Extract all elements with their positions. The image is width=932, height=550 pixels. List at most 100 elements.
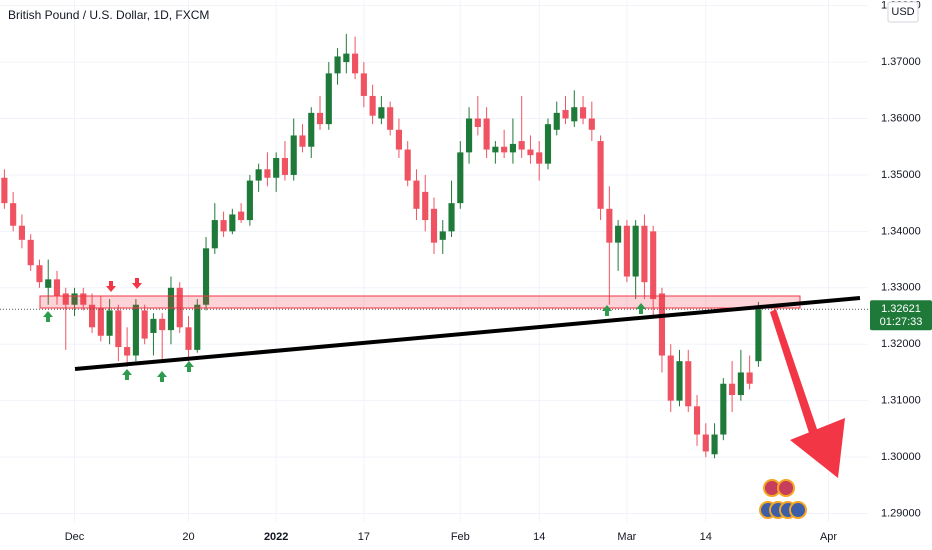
- candle-body: [579, 107, 587, 119]
- candle-body: [483, 118, 490, 150]
- candle-body: [378, 107, 385, 119]
- candle-body: [474, 118, 481, 127]
- candle-body: [220, 220, 227, 232]
- candle-body: [325, 73, 332, 125]
- candle-body: [229, 214, 236, 232]
- x-tick-label: Feb: [451, 531, 470, 543]
- candle-body: [466, 118, 473, 153]
- candle-body: [720, 383, 727, 435]
- candle-body: [711, 434, 718, 455]
- candle-body: [395, 129, 402, 150]
- candle-body: [273, 158, 280, 178]
- candle-body: [316, 112, 324, 125]
- candle-body: [45, 279, 52, 288]
- x-tick-label: 2022: [264, 531, 288, 543]
- candle-body: [439, 231, 446, 240]
- candle-body: [71, 293, 78, 305]
- candle-body: [729, 383, 736, 396]
- candle-body: [615, 225, 622, 243]
- candle-body: [80, 293, 87, 305]
- y-tick-label: 1.34000: [881, 225, 921, 237]
- up-markers: [43, 303, 646, 382]
- event-icons: [759, 479, 807, 519]
- candle-body: [10, 203, 17, 226]
- arrow-shaft: [770, 309, 818, 436]
- candle-body: [360, 73, 367, 96]
- candle-body: [492, 146, 499, 153]
- y-tick-label: 1.33000: [881, 282, 921, 294]
- trend-line: [74, 296, 861, 371]
- candle-body: [36, 265, 43, 283]
- candle-body: [571, 107, 578, 122]
- candle-body: [369, 95, 376, 116]
- candle-body: [404, 149, 411, 181]
- candle-body: [553, 112, 560, 130]
- candle-body: [641, 225, 648, 283]
- candle-body: [115, 310, 122, 348]
- x-tick-label: Apr: [820, 531, 837, 543]
- x-tick-label: 20: [182, 531, 194, 543]
- x-tick-label: 14: [533, 531, 545, 543]
- candle-body: [246, 180, 253, 221]
- resistance-zone: [39, 295, 801, 309]
- y-tick-label: 1.31000: [881, 395, 921, 407]
- candle-body: [413, 180, 420, 209]
- candle-body: [238, 211, 245, 221]
- y-tick-label: 1.37000: [881, 56, 921, 68]
- candle-body: [676, 361, 683, 401]
- flag-icon: [777, 479, 795, 497]
- x-tick-label: 14: [700, 531, 712, 543]
- currency-box: [887, 1, 919, 23]
- currency-label: USD: [891, 6, 914, 18]
- y-tick-label: 1.32000: [881, 338, 921, 350]
- current-price-label: 1.32621: [881, 303, 921, 315]
- down-arrow: [132, 278, 142, 289]
- candle-body: [527, 149, 534, 156]
- current-price-box: [870, 300, 932, 331]
- y-tick-label: 1.35000: [881, 169, 921, 181]
- candle-body: [167, 287, 175, 331]
- candle-body: [27, 239, 34, 266]
- candle-body: [255, 169, 262, 181]
- candle-body: [62, 293, 69, 305]
- candle-body: [185, 327, 192, 350]
- price-axis: 1.380001.370001.360001.350001.340001.330…: [868, 0, 932, 550]
- candle-body: [106, 310, 113, 336]
- down-arrow: [106, 281, 116, 292]
- candle-body: [623, 225, 630, 277]
- candle-body: [693, 406, 701, 435]
- x-tick-label: 17: [358, 531, 370, 543]
- up-arrow: [157, 371, 167, 382]
- candle-body: [702, 434, 709, 452]
- candle-body: [264, 169, 271, 178]
- up-arrow: [184, 361, 194, 372]
- candle-body: [290, 135, 297, 175]
- candle-body: [658, 293, 666, 356]
- candle-body: [606, 208, 613, 243]
- candle-body: [97, 307, 104, 336]
- up-arrow: [602, 305, 612, 316]
- candle-body: [685, 361, 692, 407]
- candle-body: [536, 152, 543, 164]
- candle-body: [387, 107, 394, 130]
- candle-body: [562, 110, 569, 119]
- candle-body: [281, 158, 289, 175]
- down-markers: [106, 278, 142, 292]
- candle-body: [299, 135, 306, 147]
- up-arrow: [636, 303, 646, 314]
- candle-body: [53, 279, 61, 297]
- candle-body: [334, 56, 341, 74]
- candle-body: [448, 203, 455, 232]
- arrow-head: [790, 418, 845, 478]
- candle-body: [132, 304, 139, 356]
- candle-body: [430, 208, 438, 243]
- chart-title: British Pound / U.S. Dollar, 1D, FXCM: [8, 8, 209, 22]
- candle-body: [737, 372, 744, 396]
- candle-body: [159, 318, 166, 331]
- candle-body: [308, 112, 315, 147]
- candle-body: [141, 310, 148, 339]
- candle-body: [544, 124, 552, 164]
- countdown-label: 01:27:33: [880, 316, 923, 328]
- candle-body: [211, 220, 218, 249]
